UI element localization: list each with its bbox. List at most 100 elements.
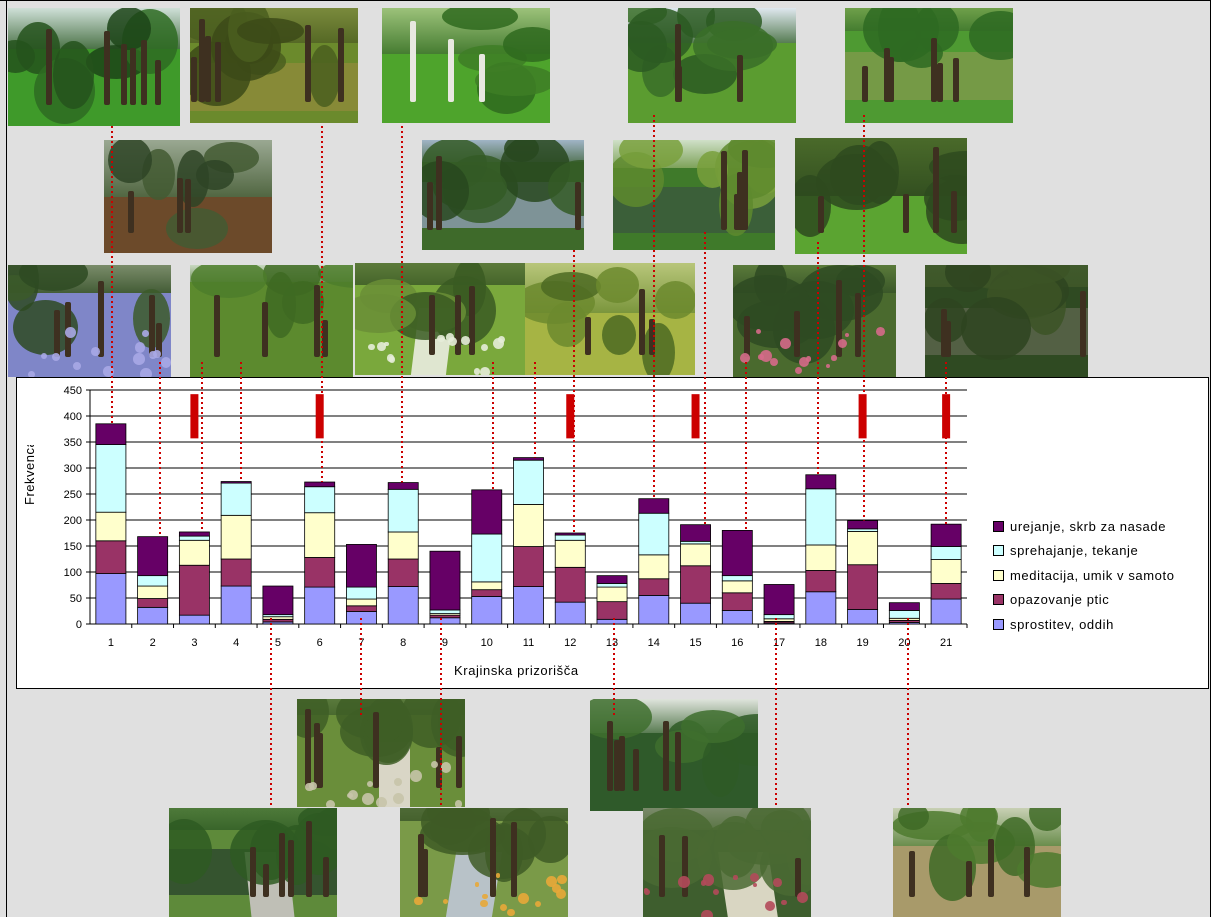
bar-segment [429, 550, 461, 611]
bar-segment [596, 583, 628, 588]
y-tick-label: 350 [64, 437, 82, 449]
legend-swatch [993, 594, 1004, 606]
x-tick-label: 11 [523, 637, 534, 649]
bar-segment [220, 558, 252, 587]
bar-segment [554, 534, 586, 541]
bar-segment [763, 614, 795, 620]
marker [942, 394, 951, 439]
photo-tree-alley [893, 808, 1061, 917]
legend-label: sprostitev, oddih [1010, 616, 1114, 632]
bar-segment [137, 575, 169, 587]
x-tick-label: 12 [564, 637, 576, 649]
frame-top-border [0, 0, 1211, 1]
bar-segment [137, 536, 169, 577]
legend-swatch [993, 545, 1004, 557]
x-axis-label: Krajinska prizorišča [454, 663, 579, 678]
bar-segment [387, 558, 419, 587]
bar-segment [596, 575, 628, 584]
bar-segment [513, 457, 544, 461]
bar-segment [638, 512, 670, 556]
bar-segment [471, 589, 503, 597]
bar-segment [805, 544, 837, 571]
marker [190, 394, 199, 439]
chart-panel [16, 377, 1209, 689]
bar-segment [95, 540, 127, 574]
y-tick-label: 150 [64, 541, 82, 553]
bar-segment [137, 606, 169, 625]
bar-segment [638, 595, 670, 625]
x-tick-label: 5 [275, 637, 281, 649]
x-tick-label: 15 [689, 637, 701, 649]
bar-segment [220, 481, 252, 484]
bar-segment [387, 482, 419, 490]
legend-item-urejanje: urejanje, skrb za nasade [993, 514, 1175, 539]
y-tick-label: 450 [64, 385, 82, 397]
photo-rhodo-forest [733, 265, 896, 377]
photo-lily-pond [422, 140, 584, 250]
bar-segment [513, 586, 544, 625]
photo-willow-pond [613, 140, 775, 250]
bar-segment [346, 598, 377, 607]
legend-label: urejanje, skrb za nasade [1010, 518, 1167, 534]
photo-forest-clearing [525, 263, 695, 375]
bar-segment [346, 605, 377, 612]
legend-swatch [993, 569, 1004, 581]
bar-segment [930, 523, 962, 547]
bar-segment [346, 544, 377, 588]
bar-segment [638, 554, 670, 580]
bar-segment [429, 609, 461, 615]
bar-segment [220, 482, 252, 516]
x-tick-label: 14 [648, 637, 660, 649]
bar-segment [262, 585, 294, 616]
bar-segment [178, 535, 210, 541]
y-tick-label: 50 [70, 593, 82, 605]
bar-segment [513, 503, 544, 547]
frame-left-border [6, 0, 7, 917]
bar-segment [471, 581, 503, 591]
bar-segment [930, 546, 962, 560]
bar-segment [220, 585, 252, 625]
bar-segment [930, 559, 962, 584]
legend-swatch [993, 618, 1004, 630]
bar-segment [805, 488, 837, 546]
legend-item-meditacija: meditacija, umik v samoto [993, 563, 1175, 588]
bar-segment [805, 591, 837, 625]
photo-old-tree [628, 8, 796, 123]
bar-segment [680, 543, 711, 567]
bar-segment [554, 601, 586, 625]
bar-segment [513, 459, 544, 505]
photo-reed-pond [845, 8, 1013, 123]
bar-segment [888, 602, 920, 611]
bar-segment [805, 474, 837, 490]
bar-segment [847, 520, 879, 530]
bar-segment [387, 488, 419, 533]
bar-segment [95, 423, 127, 445]
marker [315, 394, 324, 439]
photo-aquatic-pool [169, 808, 337, 917]
bar-segment [220, 514, 252, 560]
legend-label: meditacija, umik v samoto [1010, 567, 1175, 583]
x-tick-label: 16 [731, 637, 743, 649]
photo-dark-forest [104, 140, 272, 253]
bar-segment [847, 564, 879, 610]
bar-segment [471, 533, 503, 583]
bar-segment [638, 498, 670, 514]
x-tick-label: 19 [856, 637, 868, 649]
bar-segment [471, 489, 503, 535]
photo-wetland [190, 265, 353, 377]
photo-flower-beds [400, 808, 568, 917]
bar-segment [680, 524, 711, 542]
bar-segment [721, 580, 753, 594]
marker [691, 394, 700, 439]
bar-segment [304, 557, 336, 588]
photo-forest-lawn [8, 8, 180, 126]
bar-segment [95, 573, 127, 625]
bar-segment [304, 512, 336, 558]
photo-formal-garden [643, 808, 811, 917]
bar-segment [178, 539, 210, 566]
bar-segment [888, 610, 920, 619]
photo-forest-pond [190, 8, 358, 123]
bar-segment [554, 539, 586, 568]
bar-segment [471, 596, 503, 625]
